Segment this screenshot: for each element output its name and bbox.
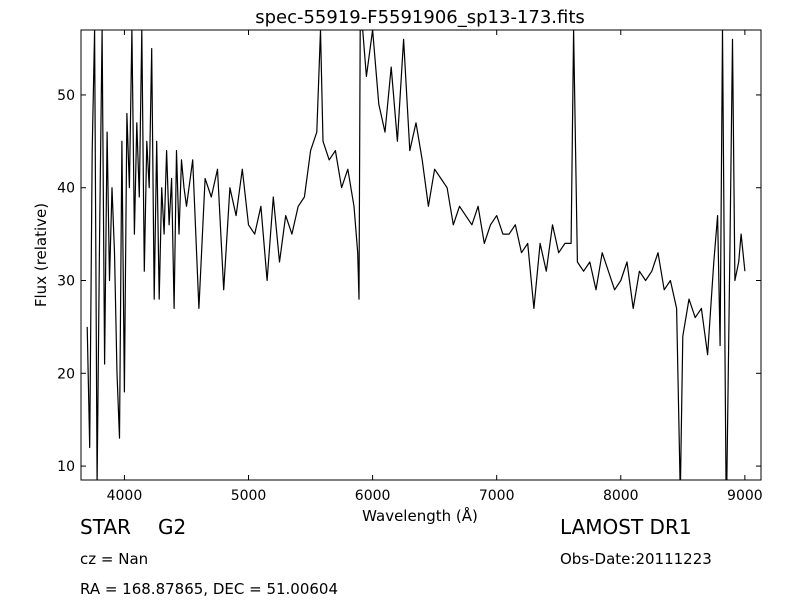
object-subclass: G2 — [158, 515, 187, 539]
x-tick-label: 5000 — [231, 488, 267, 504]
coordinates: RA = 168.87865, DEC = 51.00604 — [80, 580, 339, 598]
y-tick-label: 50 — [57, 88, 75, 104]
x-tick-label: 8000 — [603, 488, 639, 504]
y-tick-label: 30 — [57, 274, 75, 290]
x-axis-ticks: 4000 5000 6000 7000 8000 9000 — [107, 30, 763, 504]
obs-date: Obs-Date:20111223 — [560, 550, 712, 568]
y-axis-ticks: 10 20 30 40 50 — [57, 88, 761, 475]
x-tick-label: 9000 — [727, 488, 763, 504]
spectrum-series-line — [86, 30, 746, 480]
x-tick-label: 6000 — [355, 488, 391, 504]
chart-title: spec-55919-F5591906_sp13-173.fits — [255, 7, 585, 28]
cz-value: cz = Nan — [80, 550, 149, 568]
x-tick-label: 7000 — [479, 488, 515, 504]
y-tick-label: 20 — [57, 366, 75, 382]
plot-frame — [80, 29, 762, 481]
survey-name: LAMOST DR1 — [560, 515, 692, 539]
y-tick-label: 10 — [57, 459, 75, 475]
x-tick-label: 4000 — [107, 488, 143, 504]
object-class: STAR — [80, 515, 131, 539]
y-tick-label: 40 — [57, 181, 75, 197]
x-axis-label: Wavelength (Å) — [362, 506, 478, 525]
y-axis-label: Flux (relative) — [32, 203, 50, 307]
